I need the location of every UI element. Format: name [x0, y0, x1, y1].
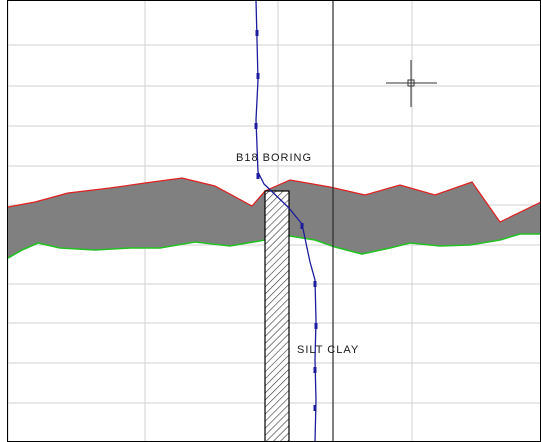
soil-type-label: SILT CLAY	[297, 344, 359, 356]
trace-vertex-marker	[313, 281, 317, 287]
trace-vertex-marker	[313, 405, 317, 411]
boring-column[interactable]	[264, 190, 290, 442]
trace-vertex-marker	[300, 223, 304, 229]
trace-vertex-marker	[314, 323, 318, 329]
trace-vertex-marker	[255, 30, 259, 36]
boring-trace-markers	[254, 30, 318, 411]
trace-vertex-marker	[256, 173, 260, 179]
crosshair-cursor-icon	[386, 60, 437, 107]
boring-label: B18 BORING	[236, 152, 312, 164]
lower-profile-line	[7, 233, 541, 259]
trace-vertex-marker	[256, 73, 260, 79]
trace-vertex-marker	[254, 123, 258, 129]
boring-trace-polyline[interactable]	[255, 0, 317, 442]
trace-vertex-marker	[313, 367, 317, 373]
